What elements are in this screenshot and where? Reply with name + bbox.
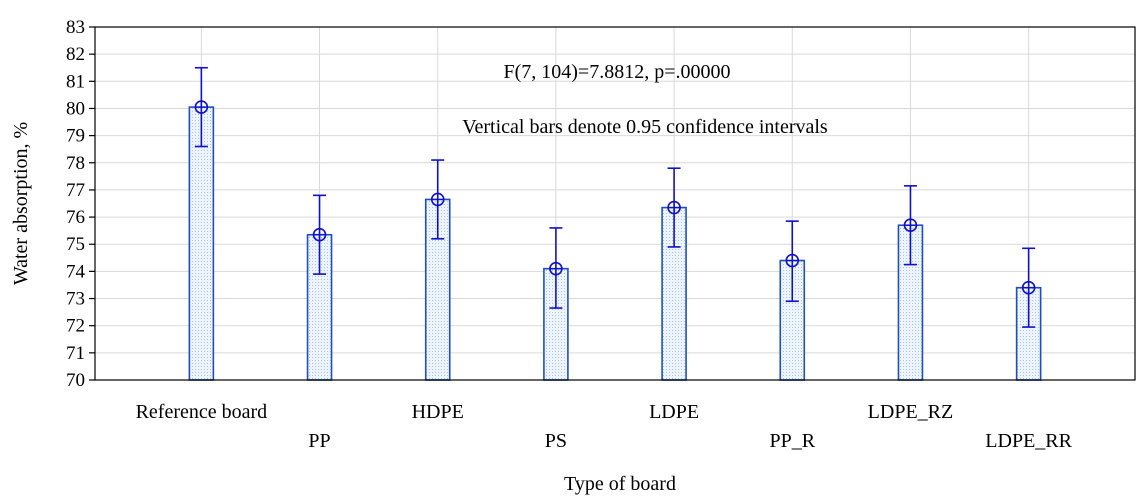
x-category-label: PP [308, 430, 330, 452]
y-tick-label: 83 [66, 17, 85, 38]
x-category-label: PP_R [769, 430, 815, 452]
y-tick-label: 78 [66, 153, 85, 174]
y-tick-label: 74 [66, 261, 86, 282]
annotation-f-test: F(7, 104)=7.8812, p=.00000 [503, 61, 730, 83]
y-tick-label: 76 [66, 207, 85, 228]
y-tick-label: 72 [66, 316, 85, 337]
y-tick-label: 80 [66, 98, 85, 119]
x-category-label: PS [545, 430, 567, 452]
x-axis-categories: Reference board PP HDPE PS LDPE PP_R LDPE_RZ LD… [136, 401, 1073, 452]
x-category-label: LDPE_RR [985, 430, 1072, 452]
x-category-label: LDPE [649, 401, 699, 423]
x-axis-title: Type of board [564, 473, 676, 495]
y-axis-ticks: 70 71 72 73 74 75 76 77 78 79 80 81 82 83 [66, 17, 95, 391]
y-tick-label: 73 [66, 289, 85, 310]
y-tick-label: 77 [66, 180, 85, 201]
plot-frame [94, 26, 1136, 381]
bar [188, 106, 215, 381]
y-axis-title: Water absorption, % [10, 122, 32, 285]
y-tick-label: 70 [66, 370, 85, 391]
y-tick-label: 81 [66, 71, 85, 92]
y-tick-label: 71 [66, 343, 85, 364]
y-tick-label: 79 [66, 126, 85, 147]
y-tick-label: 82 [66, 44, 85, 65]
y-tick-label: 75 [66, 234, 85, 255]
axes [94, 26, 1136, 381]
x-category-label: LDPE_RZ [868, 401, 954, 423]
x-category-label: Reference board [136, 401, 268, 423]
x-category-label: HDPE [412, 401, 464, 423]
bars [188, 66, 1042, 381]
annotation-confidence-note: Vertical bars denote 0.95 confidence int… [462, 116, 828, 138]
